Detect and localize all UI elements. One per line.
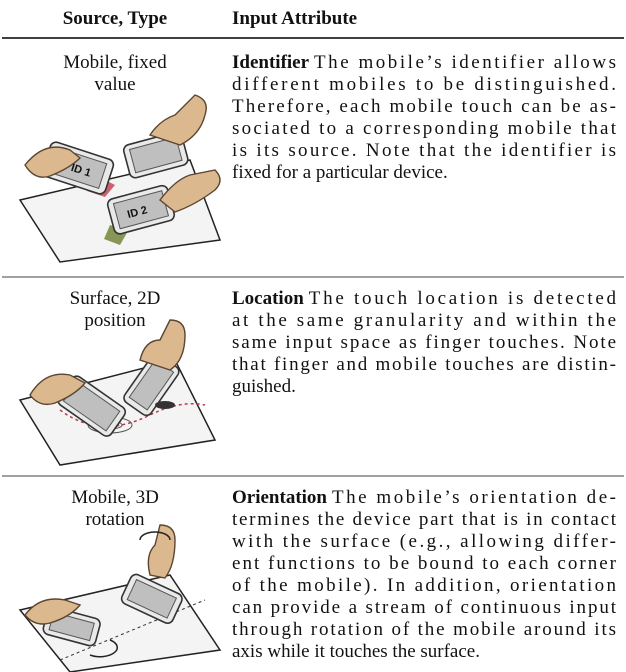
description-line: termines the device part that is in cont… — [232, 509, 617, 530]
description-line: same input space as finger touches. Note — [232, 332, 616, 353]
description-line: ent functions to be bound to each corner — [232, 553, 617, 574]
attribute-name: Orientation — [232, 487, 327, 508]
header-cell: Input Attribute — [232, 8, 357, 29]
attribute-name: Location — [232, 288, 304, 309]
illustration-identifier: ID 1 ID 2 — [18, 94, 222, 263]
illustration-label: ID 2 — [126, 204, 149, 221]
description-line: guished. — [232, 376, 296, 397]
header-cell: Source, Type — [63, 8, 168, 29]
description-line: The mobile’s orientation de- — [332, 487, 616, 508]
description-line: can provide a stream of continuous input — [232, 597, 617, 618]
description-line: different mobiles to be distinguished. — [232, 74, 616, 95]
description-line: with the surface (e.g., allowing differ- — [232, 531, 616, 552]
description-line: at the same granularity and within the — [232, 310, 616, 331]
description-line: fixed for a particular device. — [232, 162, 448, 183]
source-type: Surface, 2D — [70, 288, 161, 309]
illustration-label: ID 1 — [69, 162, 92, 180]
description-line: axis while it touches the surface. — [232, 641, 480, 662]
source-type: Mobile, fixed — [63, 52, 167, 73]
source-type: value — [94, 74, 135, 95]
description-line: that finger and mobile touches are disti… — [232, 354, 616, 375]
source-type: Mobile, 3D — [71, 487, 159, 508]
description-line: The mobile’s identifier allows — [314, 52, 616, 73]
description-line: sociated to a corresponding mobile that — [232, 118, 617, 139]
description-line: is its source. Note that the identifier … — [232, 140, 616, 161]
illustration-orientation — [18, 524, 222, 672]
description-line: Therefore, each mobile touch can be as- — [232, 96, 616, 117]
source-type: position — [84, 310, 146, 331]
source-type: rotation — [85, 509, 145, 530]
description-line: The touch location is detected — [309, 288, 617, 309]
illustration-location — [18, 319, 217, 466]
attribute-name: Identifier — [232, 52, 310, 73]
description-line: through rotation of the mobile around it… — [232, 619, 616, 640]
description-line: of the mobile). In addition, orientation — [232, 575, 617, 596]
